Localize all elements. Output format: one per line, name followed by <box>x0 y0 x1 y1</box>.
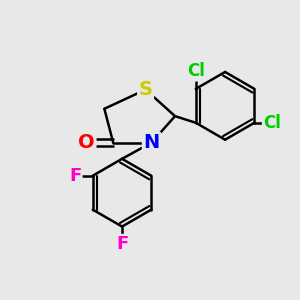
Text: S: S <box>139 80 153 99</box>
Text: F: F <box>69 167 81 185</box>
Text: F: F <box>116 235 128 253</box>
Text: N: N <box>143 133 160 152</box>
Text: O: O <box>78 133 95 152</box>
Text: Cl: Cl <box>187 62 205 80</box>
Text: Cl: Cl <box>263 114 281 132</box>
